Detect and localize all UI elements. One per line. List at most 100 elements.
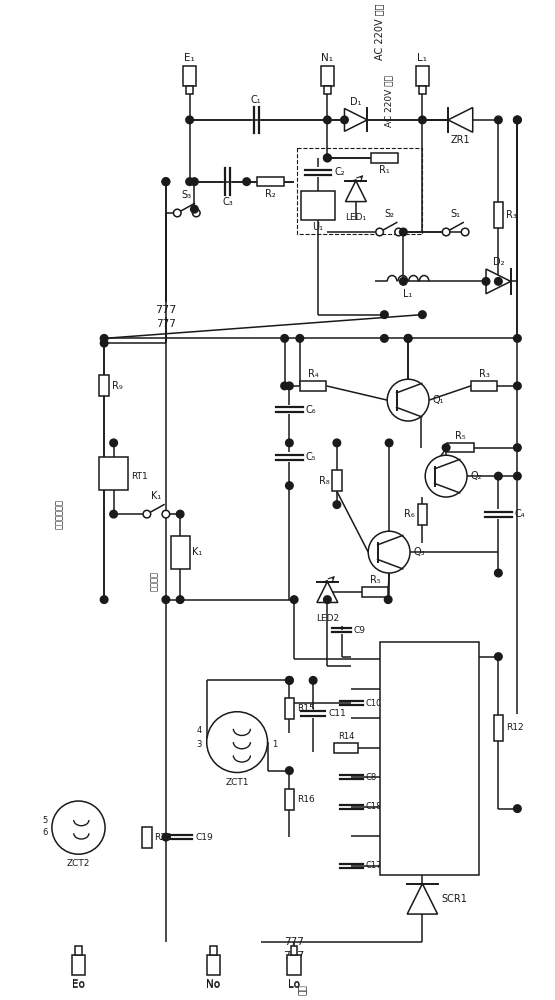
Circle shape: [333, 439, 341, 447]
Circle shape: [286, 677, 293, 684]
Bar: [371, 153, 398, 163]
Text: Q₁: Q₁: [433, 395, 445, 405]
Text: LED2: LED2: [316, 614, 339, 623]
Bar: [493, 715, 503, 741]
Text: 故障存储: 故障存储: [150, 571, 159, 591]
Circle shape: [162, 178, 170, 185]
Bar: [170, 536, 190, 569]
Text: C₁: C₁: [251, 95, 261, 105]
Text: VH2: VH2: [385, 773, 400, 782]
Text: C₂: C₂: [334, 167, 345, 177]
Circle shape: [495, 653, 502, 660]
Circle shape: [461, 228, 469, 236]
Text: C17: C17: [365, 861, 382, 870]
Circle shape: [513, 382, 521, 390]
Circle shape: [376, 228, 384, 236]
Circle shape: [495, 278, 502, 285]
Text: 4: 4: [196, 726, 202, 735]
Circle shape: [286, 677, 293, 684]
Text: R15: R15: [297, 704, 315, 713]
Bar: [99, 457, 128, 490]
Text: 777: 777: [155, 305, 176, 315]
Text: COM: COM: [385, 714, 402, 723]
Text: VT2: VT2: [385, 832, 399, 841]
Bar: [335, 743, 358, 753]
Circle shape: [100, 339, 108, 347]
Text: R₁: R₁: [379, 165, 390, 175]
Text: Eo: Eo: [72, 979, 85, 989]
Bar: [186, 86, 193, 94]
Circle shape: [206, 712, 268, 773]
Bar: [287, 955, 301, 975]
Text: 温控接待开关: 温控接待开关: [55, 499, 64, 529]
Text: C19: C19: [195, 833, 213, 842]
Text: C10: C10: [365, 699, 382, 708]
Text: 777: 777: [156, 319, 176, 329]
Circle shape: [513, 444, 521, 451]
Circle shape: [425, 455, 467, 497]
Circle shape: [162, 510, 170, 518]
Circle shape: [341, 116, 349, 124]
Circle shape: [324, 596, 331, 603]
Circle shape: [513, 116, 521, 124]
Bar: [210, 946, 216, 955]
Text: C11: C11: [329, 709, 346, 718]
Text: 6: 6: [43, 828, 48, 837]
Bar: [72, 955, 85, 975]
Text: No: No: [206, 979, 220, 989]
Text: 777: 777: [284, 951, 305, 961]
Circle shape: [281, 335, 289, 342]
Text: No: No: [206, 980, 220, 990]
Text: VH1: VH1: [385, 743, 400, 752]
Bar: [471, 381, 497, 391]
Circle shape: [143, 510, 150, 518]
Circle shape: [381, 311, 388, 318]
Bar: [324, 86, 331, 94]
Circle shape: [405, 335, 412, 342]
Circle shape: [243, 178, 250, 185]
Bar: [291, 946, 297, 955]
Text: N₁: N₁: [321, 53, 334, 63]
Text: Lo: Lo: [288, 979, 300, 989]
Circle shape: [400, 228, 407, 236]
Text: K₁: K₁: [193, 547, 203, 557]
Circle shape: [286, 382, 293, 390]
Text: OUT: OUT: [385, 861, 400, 870]
Bar: [206, 955, 220, 975]
Circle shape: [418, 116, 426, 124]
Text: 输出: 输出: [299, 984, 308, 995]
Circle shape: [482, 278, 490, 285]
Circle shape: [368, 531, 410, 573]
Circle shape: [387, 379, 429, 421]
Text: Lo: Lo: [288, 980, 300, 990]
Text: D₂: D₂: [493, 257, 504, 267]
Text: C₆: C₆: [305, 405, 316, 415]
Text: L₁: L₁: [417, 53, 427, 63]
Bar: [361, 587, 388, 597]
Circle shape: [442, 228, 450, 236]
Circle shape: [100, 335, 108, 342]
Polygon shape: [486, 269, 511, 294]
Circle shape: [186, 178, 194, 185]
Text: R20: R20: [154, 833, 172, 842]
Bar: [285, 698, 294, 719]
Text: S₃: S₃: [181, 190, 192, 200]
Text: C₄: C₄: [514, 509, 525, 519]
Bar: [332, 470, 342, 491]
Polygon shape: [448, 108, 473, 132]
Bar: [300, 381, 326, 391]
Text: VT1: VT1: [385, 802, 399, 811]
Circle shape: [324, 154, 331, 162]
Bar: [75, 946, 82, 955]
Text: Eo: Eo: [72, 980, 85, 990]
Text: GND: GND: [385, 684, 402, 693]
Circle shape: [513, 335, 521, 342]
Text: R₃: R₃: [506, 210, 517, 220]
Text: R₅: R₅: [370, 575, 380, 585]
Text: U₂: U₂: [467, 752, 477, 765]
Circle shape: [442, 444, 450, 451]
Circle shape: [110, 439, 118, 447]
Text: C18: C18: [365, 802, 382, 811]
Text: U₁: U₁: [312, 222, 324, 232]
Polygon shape: [345, 181, 366, 202]
